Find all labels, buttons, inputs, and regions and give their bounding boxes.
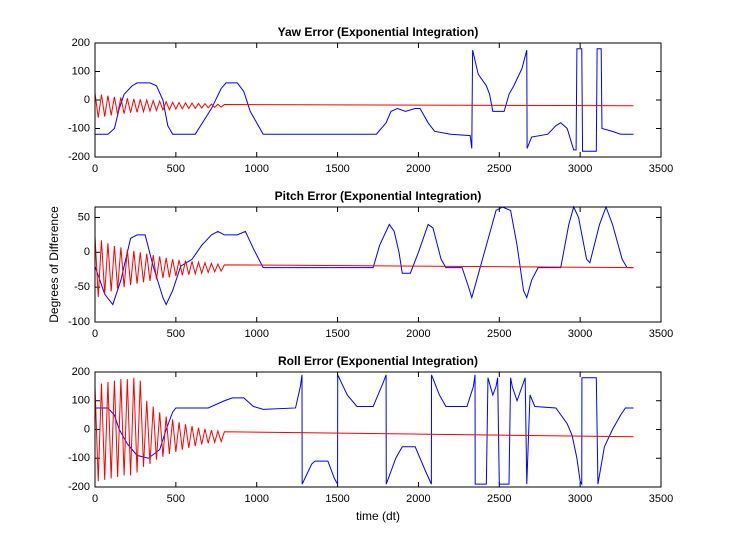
x-tick-label: 2000 <box>406 493 430 505</box>
x-tick-label: 1500 <box>325 328 349 340</box>
x-tick-label: 2500 <box>487 163 511 175</box>
axes-frame <box>94 206 662 323</box>
data-line <box>94 205 634 306</box>
chart-title: Roll Error (Exponential Integration) <box>278 354 478 368</box>
x-tick-label: 3500 <box>649 493 673 505</box>
data-line <box>94 92 634 118</box>
data-line <box>94 377 634 482</box>
y-tick-label: 0 <box>84 94 90 106</box>
x-tick-label: 0 <box>92 493 98 505</box>
x-tick-label: 2500 <box>487 493 511 505</box>
x-tick-label: 1500 <box>325 493 349 505</box>
y-tick-label: 50 <box>78 211 90 223</box>
x-tick-label: 1000 <box>244 328 268 340</box>
x-tick-label: 3500 <box>649 328 673 340</box>
x-tick-label: 3000 <box>568 493 592 505</box>
x-tick-label: 3000 <box>568 163 592 175</box>
y-tick-label: -100 <box>68 122 90 134</box>
data-line <box>94 236 634 297</box>
y-tick-label: -200 <box>68 481 90 493</box>
data-line <box>95 48 634 152</box>
axes-background <box>95 43 661 157</box>
y-tick-label: 200 <box>72 366 90 378</box>
x-tick-label: 3000 <box>568 328 592 340</box>
x-tick-label: 2000 <box>406 163 430 175</box>
y-tick-label: 100 <box>72 395 90 407</box>
data-line <box>95 374 634 487</box>
x-tick-label: 1500 <box>325 163 349 175</box>
y-tick-label: -100 <box>68 316 90 328</box>
y-tick-label: 0 <box>84 423 90 435</box>
x-tick-label: 0 <box>92 328 98 340</box>
axes-frame <box>94 371 662 488</box>
y-tick-label: -100 <box>68 452 90 464</box>
y-axis-label: Degrees of Difference <box>47 206 61 323</box>
x-tick-label: 500 <box>167 493 185 505</box>
x-tick-label: 3500 <box>649 163 673 175</box>
x-tick-label: 1000 <box>244 493 268 505</box>
y-tick-label: -200 <box>68 151 90 163</box>
x-tick-label: 500 <box>167 163 185 175</box>
x-tick-label: 2000 <box>406 328 430 340</box>
x-axis-label: time (dt) <box>356 509 400 523</box>
x-tick-label: 1000 <box>244 163 268 175</box>
chart-title: Pitch Error (Exponential Integration) <box>275 189 482 203</box>
y-tick-label: 200 <box>72 37 90 49</box>
x-tick-label: 500 <box>167 328 185 340</box>
axes-frame <box>94 42 662 158</box>
x-tick-label: 0 <box>92 163 98 175</box>
y-tick-label: 100 <box>72 65 90 77</box>
axes-background <box>95 207 661 322</box>
y-tick-label: 0 <box>84 246 90 258</box>
chart-title: Yaw Error (Exponential Integration) <box>278 25 479 39</box>
x-tick-label: 2500 <box>487 328 511 340</box>
y-tick-label: -50 <box>74 281 90 293</box>
axes-background <box>95 372 661 487</box>
